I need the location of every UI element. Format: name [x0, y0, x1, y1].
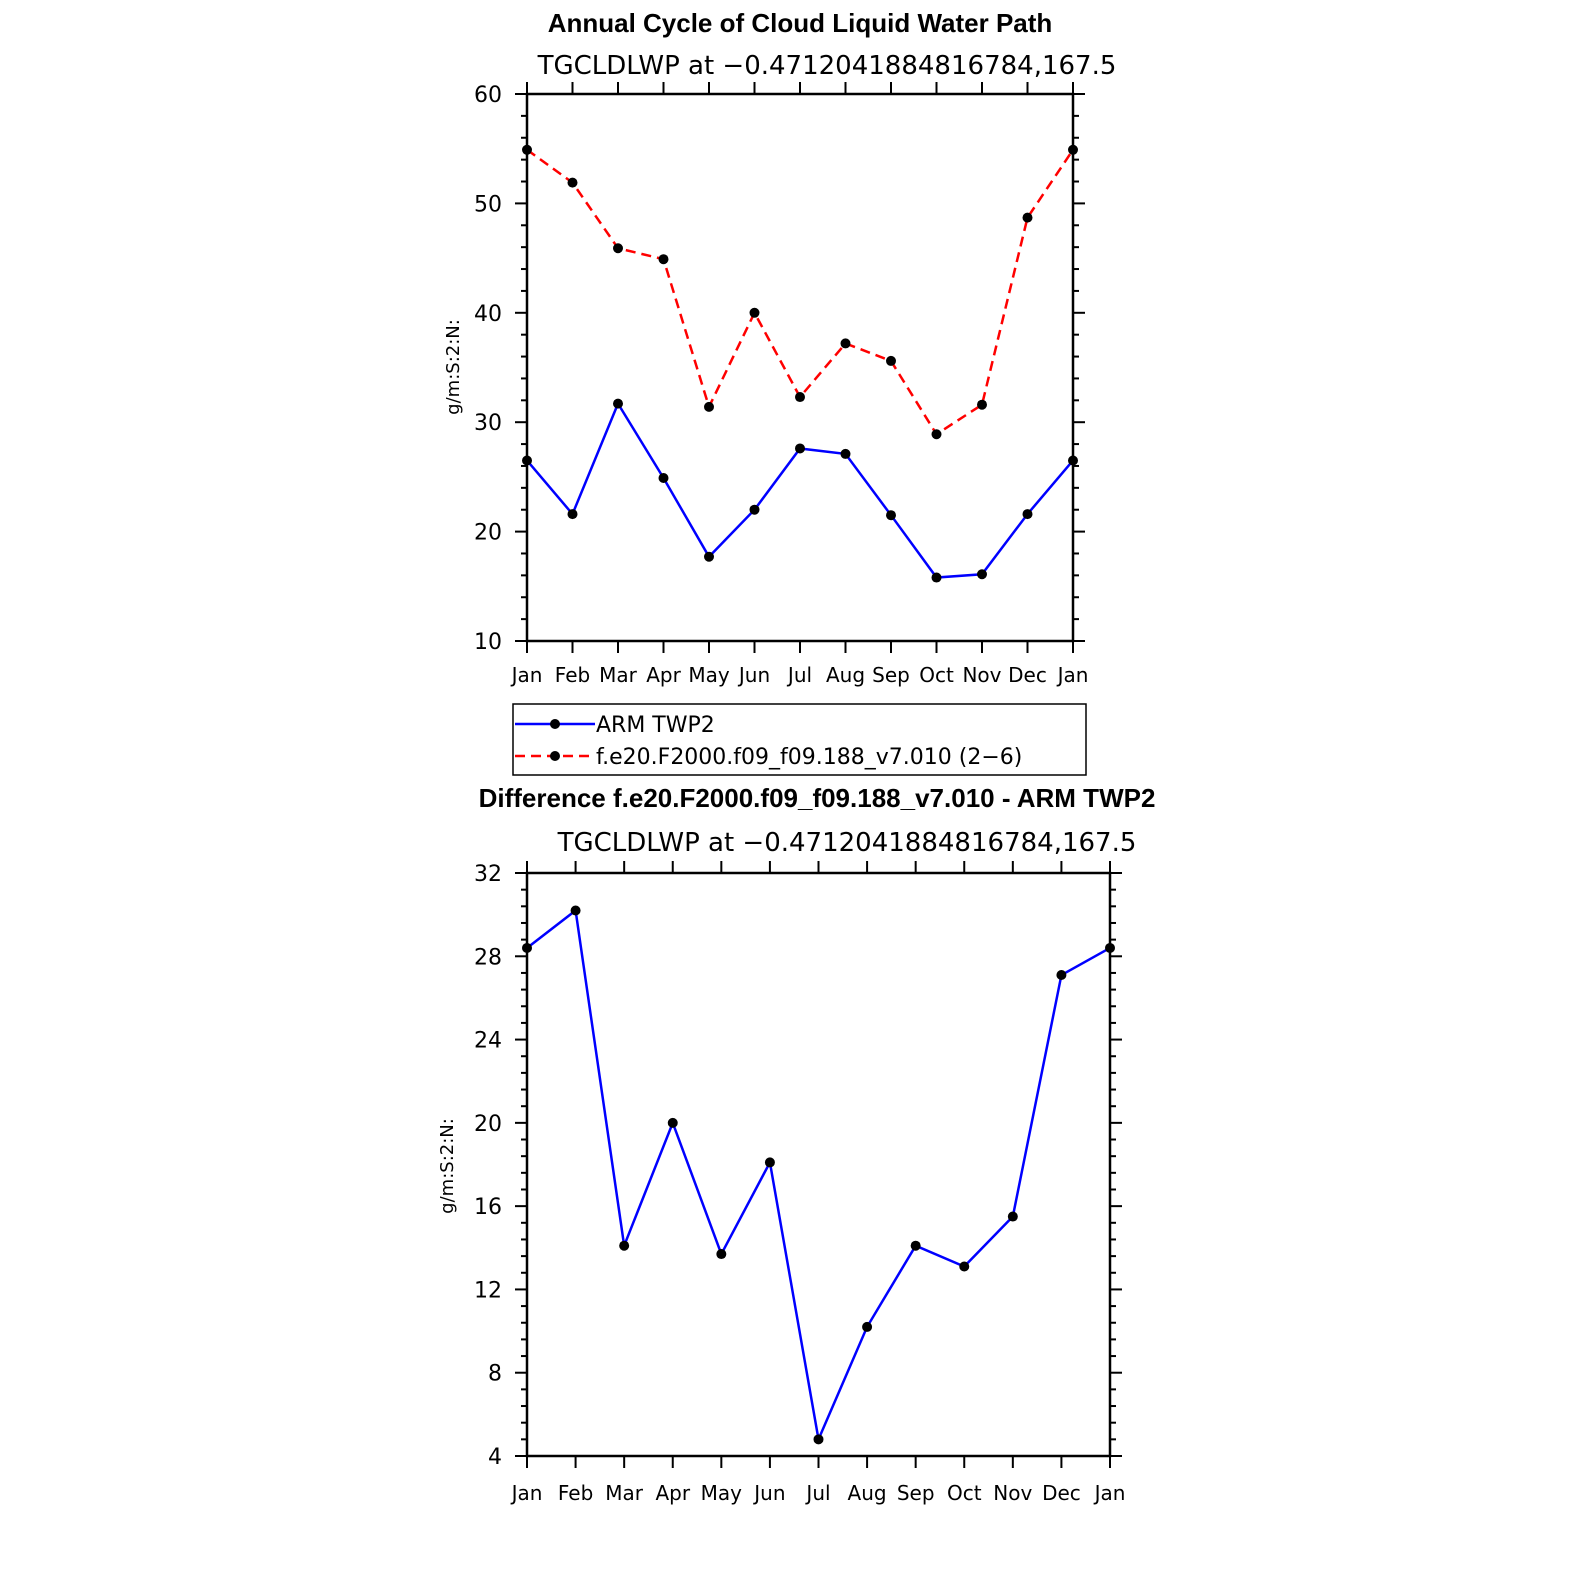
- legend-box: [512, 703, 1087, 776]
- x-tick-label: Mar: [605, 1481, 644, 1505]
- y-tick-label: 24: [474, 1029, 502, 1054]
- y-tick-label: 16: [474, 1195, 502, 1220]
- legend-marker-arm: [550, 719, 560, 729]
- legend-label-arm: ARM TWP2: [596, 713, 715, 738]
- x-tick-label: Jun: [752, 1481, 785, 1505]
- x-tick-label: Jun: [737, 663, 770, 687]
- x-tick-label: Apr: [655, 1481, 690, 1505]
- data-point-0: [704, 551, 714, 562]
- data-point-1: [1068, 144, 1078, 155]
- data-point-1: [840, 338, 851, 349]
- y-tick-label: 10: [474, 630, 502, 655]
- x-tick-label: Mar: [599, 663, 638, 687]
- data-point-0: [931, 572, 942, 583]
- x-tick-label: Dec: [1008, 663, 1047, 687]
- data-point-0: [862, 1321, 873, 1332]
- y-tick-label: 8: [488, 1362, 502, 1387]
- x-tick-label: Jan: [510, 1481, 543, 1505]
- x-tick-label: Feb: [555, 663, 590, 687]
- data-point-0: [658, 472, 669, 483]
- y-tick-label: 20: [474, 521, 502, 546]
- y-tick-label: 40: [474, 302, 502, 327]
- y-tick-label: 28: [474, 945, 502, 970]
- x-tick-label: Jan: [1093, 1481, 1126, 1505]
- y-tick-label: 32: [474, 862, 502, 887]
- data-point-0: [570, 905, 581, 916]
- y-axis-label: g/m:S:2:N:: [437, 1118, 458, 1214]
- data-point-0: [886, 510, 896, 521]
- data-point-0: [840, 448, 851, 459]
- data-point-0: [567, 509, 578, 520]
- data-point-0: [522, 942, 532, 953]
- data-point-1: [522, 144, 532, 155]
- data-point-0: [716, 1249, 727, 1260]
- data-point-0: [1007, 1211, 1018, 1222]
- data-point-1: [567, 177, 578, 188]
- legend-marker-model: [550, 751, 560, 761]
- y-tick-label: 20: [474, 1112, 502, 1137]
- y-axis-label: g/m:S:2:N:: [443, 319, 464, 415]
- data-point-0: [910, 1240, 921, 1251]
- x-tick-label: Oct: [919, 663, 954, 687]
- data-point-0: [667, 1117, 678, 1128]
- x-tick-label: Jan: [510, 663, 543, 687]
- x-tick-label: May: [701, 1481, 743, 1505]
- data-point-0: [749, 504, 760, 515]
- data-point-1: [886, 355, 896, 366]
- data-point-0: [522, 455, 532, 466]
- x-tick-label: Aug: [848, 1481, 887, 1505]
- data-point-1: [704, 401, 714, 412]
- data-point-1: [749, 307, 760, 318]
- series-line-0: [526, 400, 1074, 579]
- y-tick-label: 50: [474, 192, 502, 217]
- data-point-0: [1022, 509, 1033, 520]
- data-point-0: [619, 1240, 630, 1251]
- data-point-0: [613, 398, 623, 409]
- x-tick-label: Sep: [872, 663, 910, 687]
- data-point-0: [1105, 942, 1115, 953]
- legend: ARM TWP2 f.e20.F2000.f09_f09.188_v7.010 …: [512, 703, 1087, 776]
- chart-subtitle: TGCLDLWP at −0.4712041884816784,167.5: [557, 828, 1137, 858]
- x-tick-label: Aug: [826, 663, 865, 687]
- annual-cycle-chart: Annual Cycle of Cloud Liquid Water Path …: [443, 8, 1116, 687]
- data-point-0: [1056, 970, 1067, 981]
- series-line-0: [526, 908, 1111, 1444]
- data-point-0: [977, 569, 987, 580]
- chart-title: Annual Cycle of Cloud Liquid Water Path: [548, 8, 1053, 38]
- data-point-0: [959, 1261, 970, 1272]
- x-tick-label: Oct: [947, 1481, 982, 1505]
- x-tick-label: Dec: [1042, 1481, 1081, 1505]
- x-tick-label: Nov: [962, 663, 1001, 687]
- x-tick-label: Apr: [646, 663, 681, 687]
- data-point-0: [1068, 455, 1078, 466]
- x-tick-label: Jan: [1056, 663, 1089, 687]
- data-point-0: [795, 443, 805, 454]
- legend-label-model: f.e20.F2000.f09_f09.188_v7.010 (2−6): [596, 745, 1022, 770]
- legend-item-model: f.e20.F2000.f09_f09.188_v7.010 (2−6): [515, 745, 1022, 770]
- x-tick-label: Sep: [897, 1481, 935, 1505]
- y-tick-label: 30: [474, 411, 502, 436]
- y-tick-label: 4: [488, 1445, 502, 1470]
- data-point-1: [1022, 212, 1033, 223]
- data-point-1: [795, 392, 805, 403]
- y-tick-label: 60: [474, 83, 502, 108]
- x-tick-label: Feb: [558, 1481, 593, 1505]
- series-line-1: [526, 148, 1075, 436]
- data-point-1: [658, 254, 669, 265]
- data-point-1: [977, 399, 987, 410]
- chart-title: Difference f.e20.F2000.f09_f09.188_v7.01…: [479, 783, 1156, 813]
- x-tick-label: Nov: [993, 1481, 1032, 1505]
- data-point-1: [613, 243, 623, 254]
- x-tick-label: May: [688, 663, 730, 687]
- data-point-1: [931, 429, 942, 440]
- chart-subtitle: TGCLDLWP at −0.4712041884816784,167.5: [537, 51, 1117, 81]
- y-tick-label: 12: [474, 1278, 502, 1303]
- x-tick-label: Jul: [786, 663, 812, 687]
- legend-item-arm: ARM TWP2: [515, 713, 715, 738]
- difference-chart: Difference f.e20.F2000.f09_f09.188_v7.01…: [437, 783, 1155, 1505]
- x-tick-label: Jul: [804, 1481, 830, 1505]
- data-point-0: [813, 1434, 824, 1445]
- data-point-0: [764, 1157, 775, 1168]
